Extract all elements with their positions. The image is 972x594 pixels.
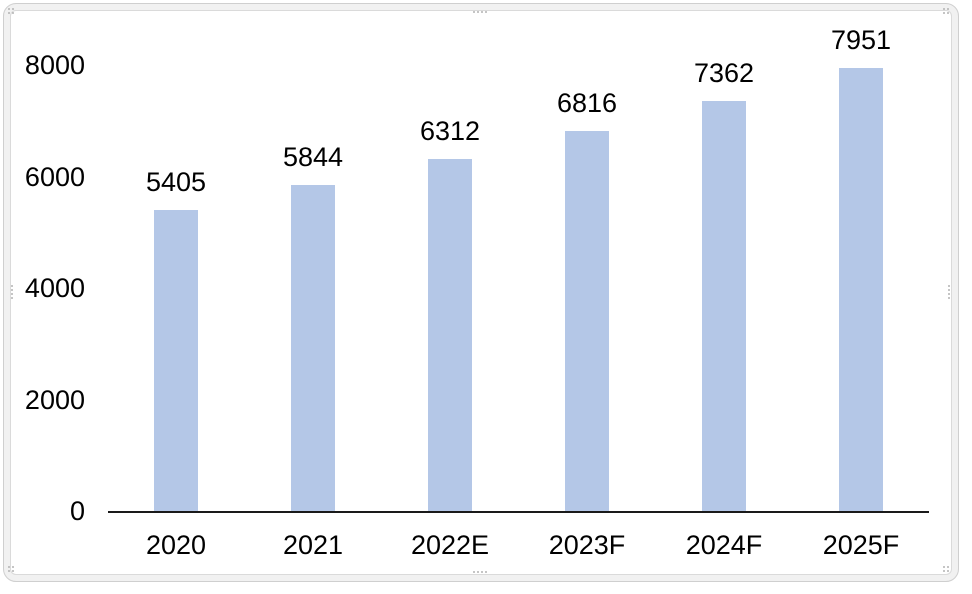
y-axis-tick-label: 4000 [24, 273, 85, 303]
data-label: 6312 [419, 116, 481, 146]
data-label: 6816 [556, 88, 618, 118]
data-label: 5844 [282, 142, 344, 172]
x-axis-tick-label: 2023F [548, 530, 626, 560]
data-label: 7951 [830, 25, 892, 55]
y-axis-tick-label: 6000 [24, 161, 85, 192]
resize-handle-bottom-left[interactable] [6, 564, 20, 578]
resize-handle-left[interactable] [5, 284, 19, 299]
plot-area: 0 2000 4000 6000 8000 5405 2020 5844 2021 6312 202… [4, 4, 958, 581]
resize-handle-bottom[interactable] [473, 565, 487, 579]
x-axis-tick-label: 2021 [282, 530, 344, 560]
data-label: 7362 [693, 58, 755, 88]
bar-2023F[interactable] [565, 131, 609, 511]
x-axis-tick-label: 2025F [822, 530, 900, 560]
x-axis-tick-label: 2024F [685, 530, 763, 560]
bar-2020[interactable] [154, 210, 198, 511]
resize-handle-bottom-right[interactable] [941, 564, 955, 578]
resize-handle-top-right[interactable] [941, 6, 955, 20]
bar-2024F[interactable] [702, 101, 746, 511]
x-axis-line [108, 511, 929, 513]
x-axis-tick-label: 2020 [145, 530, 207, 560]
data-label: 5405 [145, 167, 207, 197]
resize-handle-top-left[interactable] [6, 6, 20, 20]
x-axis-tick-label: 2022E [410, 530, 490, 560]
bar-2021[interactable] [291, 185, 335, 511]
y-axis-tick-label: 8000 [24, 50, 85, 80]
resize-handle-top[interactable] [473, 5, 487, 19]
bar-2025F[interactable] [839, 68, 883, 511]
y-axis-tick-label: 2000 [24, 384, 85, 415]
bar-2022E[interactable] [428, 159, 472, 511]
resize-handle-right[interactable] [942, 284, 956, 299]
y-axis-tick-label: 0 [69, 496, 85, 526]
chart-object[interactable]: 0 2000 4000 6000 8000 5405 2020 5844 2021 6312 202… [3, 3, 959, 582]
